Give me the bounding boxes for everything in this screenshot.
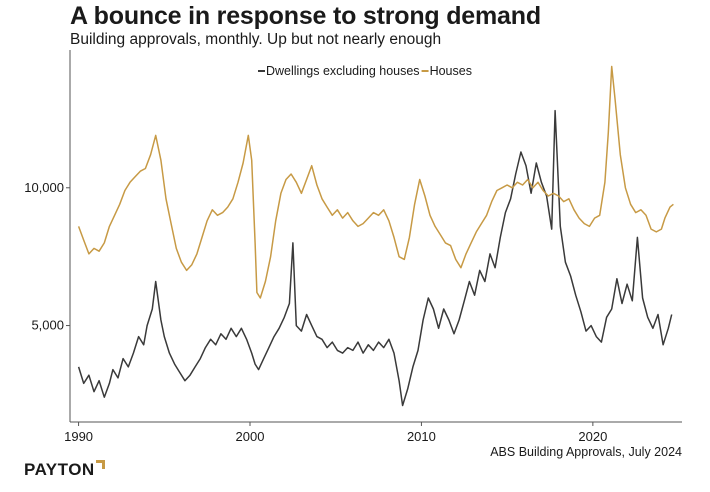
chart-title: A bounce in response to strong demand (70, 2, 541, 30)
chart-series (77, 65, 674, 407)
y-tick-label: 10,000 (24, 180, 64, 195)
chart-legend: Dwellings excluding houses Houses (258, 64, 472, 78)
x-tick-label: 2010 (407, 429, 436, 444)
payton-logo: PAYTON (24, 459, 105, 481)
chart-axes: 5,000 10,000 1990 2000 2010 2020 (24, 50, 682, 444)
chart-subtitle: Building approvals, monthly. Up but not … (70, 31, 442, 48)
x-tick-label: 1990 (64, 429, 93, 444)
y-tick-label: 5,000 (31, 318, 64, 333)
legend-label: Houses (430, 64, 472, 78)
logo-chevron-icon (95, 456, 105, 474)
series-line-dwellings (77, 109, 673, 407)
logo-text: PAYTON (24, 460, 95, 479)
x-tick-label: 2000 (236, 429, 265, 444)
series-line-houses (77, 65, 674, 299)
source-note: ABS Building Approvals, July 2024 (490, 445, 682, 459)
x-tick-label: 2020 (578, 429, 607, 444)
legend-label: Dwellings excluding houses (266, 64, 420, 78)
